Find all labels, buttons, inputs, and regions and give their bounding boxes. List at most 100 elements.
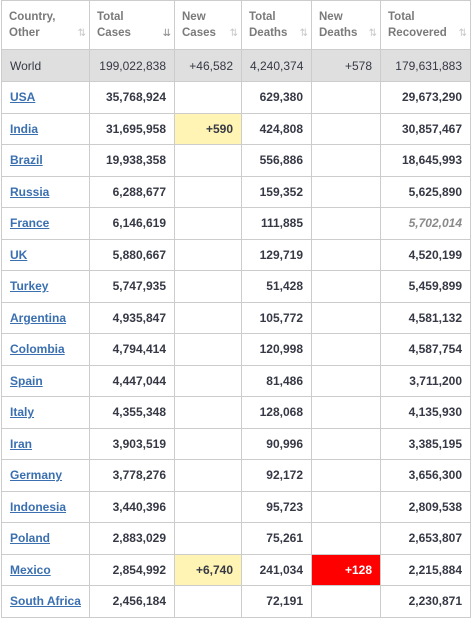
table-row: Mexico 2,854,992 +6,740 241,034 +128 2,215,88… bbox=[1, 553, 471, 586]
new-deaths-cell bbox=[311, 301, 381, 334]
new-deaths-cell bbox=[311, 238, 381, 271]
country-link[interactable]: Mexico bbox=[10, 562, 51, 577]
sort-icon[interactable]: ⇅ bbox=[77, 28, 87, 39]
table-row: Turkey 5,747,935 51,428 5,459,899 bbox=[1, 270, 471, 303]
total-recovered-cell: 3,711,200 bbox=[380, 364, 471, 397]
table-row: Germany 3,778,276 92,172 3,656,300 bbox=[1, 459, 471, 492]
total-cases-cell: 5,880,667 bbox=[89, 238, 175, 271]
total-recovered-cell: 4,587,754 bbox=[380, 333, 471, 366]
country-link[interactable]: Colombia bbox=[10, 342, 65, 357]
country-link[interactable]: Spain bbox=[10, 373, 43, 388]
total-deaths-cell: 128,068 bbox=[241, 396, 312, 429]
table-row: Argentina 4,935,847 105,772 4,581,132 bbox=[1, 301, 471, 334]
header-row: Country, Other ⇅ Total Cases ⇊ New Cases… bbox=[1, 0, 471, 50]
sort-icon[interactable]: ⇅ bbox=[299, 28, 309, 39]
country-link[interactable]: USA bbox=[10, 90, 36, 105]
country-link[interactable]: South Africa bbox=[10, 594, 81, 609]
total-deaths-cell: 105,772 bbox=[241, 301, 312, 334]
total-deaths-cell: 92,172 bbox=[241, 459, 312, 492]
total-cases-cell: 2,854,992 bbox=[89, 553, 175, 586]
country-cell: Indonesia bbox=[1, 490, 90, 523]
table-row: Spain 4,447,044 81,486 3,711,200 bbox=[1, 364, 471, 397]
new-deaths-cell bbox=[311, 333, 381, 366]
new-cases-cell bbox=[174, 585, 242, 618]
new-deaths-cell bbox=[311, 81, 381, 114]
country-link[interactable]: Russia bbox=[10, 184, 50, 199]
new-cases-cell bbox=[174, 144, 242, 177]
total-recovered-cell: 2,653,807 bbox=[380, 522, 471, 555]
total-recovered-cell: 179,631,883 bbox=[380, 49, 471, 82]
header-country[interactable]: Country, Other ⇅ bbox=[1, 0, 90, 50]
country-link[interactable]: France bbox=[10, 216, 50, 231]
total-recovered-cell: 5,625,890 bbox=[380, 175, 471, 208]
total-cases-cell: 35,768,924 bbox=[89, 81, 175, 114]
new-cases-cell bbox=[174, 522, 242, 555]
new-deaths-cell bbox=[311, 459, 381, 492]
sort-desc-icon[interactable]: ⇊ bbox=[162, 28, 172, 39]
country-link[interactable]: Italy bbox=[10, 405, 35, 420]
country-cell: India bbox=[1, 112, 90, 145]
new-deaths-cell bbox=[311, 270, 381, 303]
country-link[interactable]: Turkey bbox=[10, 279, 49, 294]
sort-icon[interactable]: ⇅ bbox=[458, 28, 468, 39]
country-link[interactable]: UK bbox=[10, 247, 28, 262]
total-cases-cell: 2,456,184 bbox=[89, 585, 175, 618]
total-recovered-cell: 3,656,300 bbox=[380, 459, 471, 492]
header-new-deaths[interactable]: New Deaths ⇅ bbox=[311, 0, 381, 50]
country-link[interactable]: Argentina bbox=[10, 310, 67, 325]
country-link[interactable]: Brazil bbox=[10, 153, 43, 168]
total-recovered-cell: 4,581,132 bbox=[380, 301, 471, 334]
total-deaths-cell: 72,191 bbox=[241, 585, 312, 618]
new-deaths-cell: +128 bbox=[311, 553, 381, 586]
new-cases-cell bbox=[174, 459, 242, 492]
country-link[interactable]: Poland bbox=[10, 531, 51, 546]
header-total-deaths[interactable]: Total Deaths ⇅ bbox=[241, 0, 312, 50]
country-cell: Russia bbox=[1, 175, 90, 208]
sort-icon[interactable]: ⇅ bbox=[229, 28, 239, 39]
country-cell: Turkey bbox=[1, 270, 90, 303]
country-cell: USA bbox=[1, 81, 90, 114]
new-cases-cell bbox=[174, 238, 242, 271]
total-cases-cell: 4,935,847 bbox=[89, 301, 175, 334]
new-cases-cell bbox=[174, 490, 242, 523]
country-link[interactable]: Germany bbox=[10, 468, 63, 483]
total-recovered-cell: 2,809,538 bbox=[380, 490, 471, 523]
country-cell: Colombia bbox=[1, 333, 90, 366]
table-row: Brazil 19,938,358 556,886 18,645,993 bbox=[1, 144, 471, 177]
new-deaths-cell bbox=[311, 207, 381, 240]
new-cases-cell: +46,582 bbox=[174, 49, 242, 82]
new-deaths-cell bbox=[311, 427, 381, 460]
total-recovered-cell: 18,645,993 bbox=[380, 144, 471, 177]
total-recovered-cell: 5,702,014 bbox=[380, 207, 471, 240]
total-deaths-cell: 159,352 bbox=[241, 175, 312, 208]
total-deaths-cell: 424,808 bbox=[241, 112, 312, 145]
header-new-cases[interactable]: New Cases ⇅ bbox=[174, 0, 242, 50]
header-total-cases[interactable]: Total Cases ⇊ bbox=[89, 0, 175, 50]
total-cases-cell: 4,794,414 bbox=[89, 333, 175, 366]
country-cell: South Africa bbox=[1, 585, 90, 618]
header-total-recovered[interactable]: Total Recovered ⇅ bbox=[380, 0, 471, 50]
total-cases-cell: 199,022,838 bbox=[89, 49, 175, 82]
total-cases-cell: 6,288,677 bbox=[89, 175, 175, 208]
total-recovered-cell: 4,520,199 bbox=[380, 238, 471, 271]
country-cell: Italy bbox=[1, 396, 90, 429]
total-deaths-cell: 95,723 bbox=[241, 490, 312, 523]
total-recovered-cell: 4,135,930 bbox=[380, 396, 471, 429]
total-cases-cell: 19,938,358 bbox=[89, 144, 175, 177]
new-deaths-cell bbox=[311, 112, 381, 145]
table-row: Iran 3,903,519 90,996 3,385,195 bbox=[1, 427, 471, 460]
total-deaths-cell: 629,380 bbox=[241, 81, 312, 114]
country-link[interactable]: Iran bbox=[10, 436, 33, 451]
sort-icon[interactable]: ⇅ bbox=[368, 28, 378, 39]
table-row: France 6,146,619 111,885 5,702,014 bbox=[1, 207, 471, 240]
table-row: Poland 2,883,029 75,261 2,653,807 bbox=[1, 522, 471, 555]
total-cases-cell: 2,883,029 bbox=[89, 522, 175, 555]
new-deaths-cell bbox=[311, 490, 381, 523]
country-link[interactable]: India bbox=[10, 121, 39, 136]
table-row: Italy 4,355,348 128,068 4,135,930 bbox=[1, 396, 471, 429]
total-recovered-cell: 30,857,467 bbox=[380, 112, 471, 145]
table-row: Indonesia 3,440,396 95,723 2,809,538 bbox=[1, 490, 471, 523]
new-cases-cell: +6,740 bbox=[174, 553, 242, 586]
total-cases-cell: 3,903,519 bbox=[89, 427, 175, 460]
country-link[interactable]: Indonesia bbox=[10, 499, 67, 514]
